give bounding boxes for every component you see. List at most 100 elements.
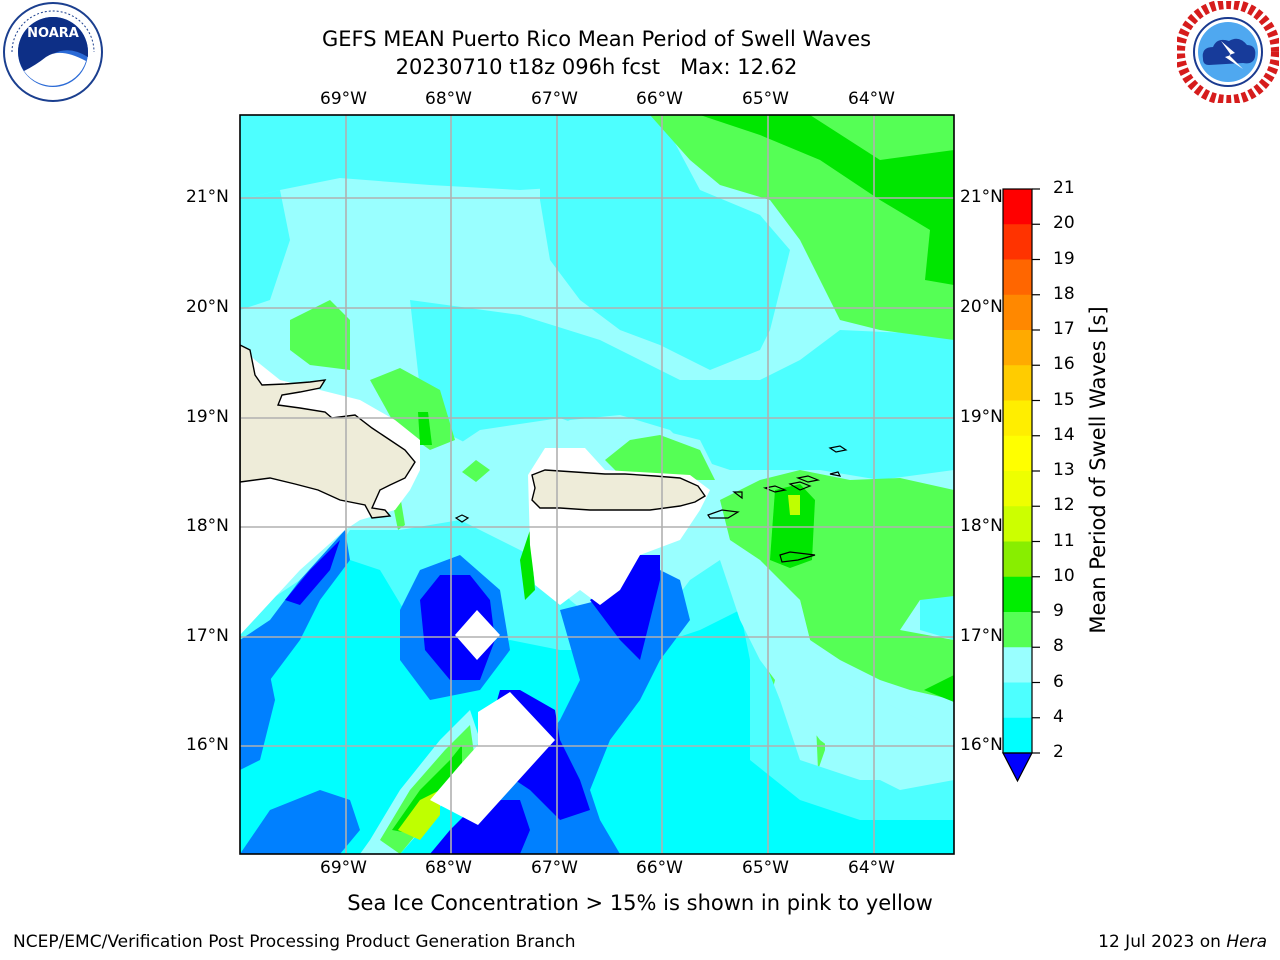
colorbar-tick-label: 2 — [1053, 742, 1064, 762]
lon-label-bottom-64w: 64°W — [848, 858, 895, 878]
field-deep-sw — [285, 540, 340, 605]
field-greenyellow-ne — [810, 115, 954, 160]
lon-label-bottom-67w: 67°W — [531, 858, 578, 878]
colorbar-segment — [1003, 294, 1032, 331]
colorbar-tick-label: 15 — [1053, 389, 1075, 410]
field-blue-sw2 — [240, 650, 275, 770]
lon-label-top-67w: 67°W — [531, 89, 578, 109]
map-grid — [240, 115, 954, 854]
field-deep-south2 — [430, 800, 530, 854]
map-frame — [239, 114, 955, 855]
colorbar-segment — [1003, 189, 1032, 225]
colorbar-segment — [1003, 330, 1032, 366]
colorbar-tick-label: 8 — [1053, 636, 1064, 657]
field-blue-band — [240, 790, 360, 854]
field-green-se — [924, 675, 954, 702]
lon-label-top-68w: 68°W — [425, 89, 472, 109]
lat-label-left-19n: 19°N — [186, 407, 229, 427]
lat-label-left-17n: 17°N — [186, 626, 229, 646]
field-light-south — [720, 560, 954, 790]
lon-label-top-69w: 69°W — [320, 89, 367, 109]
noaa-logo-text: NOARA — [27, 26, 79, 41]
colorbar-tick-label: 11 — [1053, 530, 1075, 551]
lat-label-right-17n: 17°N — [960, 626, 1003, 646]
colorbar-tick-label: 19 — [1053, 248, 1075, 269]
field-cyan-mid — [410, 300, 954, 480]
lat-label-right-20n: 20°N — [960, 297, 1003, 317]
land-vieques — [707, 509, 740, 519]
field-greenyellow-swplume — [398, 790, 440, 840]
colorbar-tick-label: 21 — [1053, 178, 1075, 198]
colorbar-segment — [1003, 471, 1032, 507]
field-cyan-north2 — [540, 115, 790, 370]
field-deep-central — [590, 555, 660, 660]
colorbar-tick-label: 14 — [1053, 424, 1075, 445]
land-stcroix — [779, 551, 816, 563]
lat-label-left-16n: 16°N — [186, 735, 229, 755]
lon-label-bottom-66w: 66°W — [636, 858, 683, 878]
colorbar-segment — [1003, 576, 1032, 613]
colorbar-segment — [1003, 224, 1032, 260]
colorbar-tick-label: 18 — [1053, 283, 1075, 304]
field-green-w1 — [290, 300, 350, 370]
colorbar-tick-label: 17 — [1053, 319, 1075, 339]
colorbar-tick-label: 9 — [1053, 601, 1064, 621]
generation-date: 12 Jul 2023 on Hera — [1098, 932, 1267, 952]
lat-label-left-20n: 20°N — [186, 297, 229, 317]
lat-label-left-18n: 18°N — [186, 516, 229, 536]
chart-title: GEFS MEAN Puerto Rico Mean Period of Swe… — [321, 27, 872, 51]
field-green-pr — [605, 435, 715, 480]
land-anegada — [732, 445, 848, 500]
colorbar-segment — [1003, 400, 1032, 437]
colorbar-segment — [1003, 365, 1032, 401]
field-green-w2 — [370, 368, 455, 450]
noaa-logo: NOARA — [2, 1, 104, 103]
field-green-swplume-core — [392, 745, 462, 835]
lat-label-right-19n: 19°N — [960, 407, 1003, 427]
colorbar-tick-label: 20 — [1053, 213, 1075, 234]
colorbar-segment — [1003, 541, 1032, 578]
lon-label-top-64w: 64°W — [848, 89, 895, 109]
field-greenyellow-east — [788, 495, 800, 515]
lat-label-right-16n: 16°N — [960, 735, 1003, 755]
land-stthomas — [762, 475, 821, 493]
field-cyan-e1 — [920, 596, 954, 640]
field-white-diamond1 — [455, 610, 500, 660]
colorbar-segment — [1003, 435, 1032, 472]
land-hispaniola — [240, 344, 416, 519]
land-mona — [454, 514, 470, 523]
sea-ice-note: Sea Ice Concentration > 15% is shown in … — [347, 891, 933, 915]
colorbar-segment — [1003, 506, 1032, 542]
lon-label-bottom-69w: 69°W — [320, 858, 367, 878]
colorbar-tick-label: 6 — [1053, 671, 1064, 692]
colorbar-tick-label: 16 — [1053, 354, 1075, 375]
colorbar-extend-arrow — [1002, 752, 1033, 783]
lon-label-top-65w: 65°W — [742, 89, 789, 109]
colorbar-segment — [1003, 259, 1032, 296]
lat-label-left-21n: 21°N — [186, 187, 229, 207]
lat-label-right-21n: 21°N — [960, 187, 1003, 207]
colorbar-label: Mean Period of Swell Waves [s] — [1086, 306, 1110, 634]
lon-label-bottom-68w: 68°W — [425, 858, 472, 878]
lat-label-right-18n: 18°N — [960, 516, 1003, 536]
field-cyan-diamond — [258, 240, 272, 265]
colorbar-segment — [1003, 682, 1032, 719]
field-green-small1 — [462, 460, 490, 482]
field-green-w3 — [418, 412, 432, 445]
colorbar-segments — [1003, 189, 1032, 754]
map-field — [240, 115, 954, 854]
colorbar-tick-label: 13 — [1053, 460, 1075, 480]
colorbar-segment — [1003, 647, 1032, 683]
lon-label-top-66w: 66°W — [636, 89, 683, 109]
lon-label-bottom-65w: 65°W — [742, 858, 789, 878]
field-white-diamond2 — [430, 692, 555, 825]
colorbar-tick-label: 10 — [1053, 565, 1075, 586]
colorbar-tick-marks — [1032, 188, 1040, 754]
chart-subtitle: 20230710 t18z 096h fcst Max: 12.62 — [395, 55, 798, 79]
generation-machine: Hera — [1226, 932, 1267, 952]
colorbar-segment — [1003, 612, 1032, 648]
colorbar-tick-label: 4 — [1053, 706, 1064, 727]
colorbar-segment — [1003, 717, 1032, 754]
